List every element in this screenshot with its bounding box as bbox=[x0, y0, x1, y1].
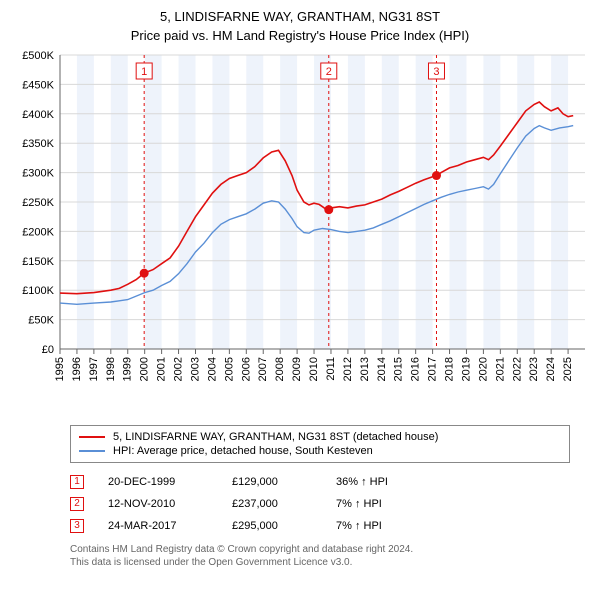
svg-text:£400K: £400K bbox=[22, 108, 54, 120]
chart-container: 5, LINDISFARNE WAY, GRANTHAM, NG31 8ST P… bbox=[0, 0, 600, 590]
legend-label: HPI: Average price, detached house, Sout… bbox=[113, 445, 373, 457]
svg-text:2018: 2018 bbox=[444, 357, 456, 381]
svg-text:2012: 2012 bbox=[342, 357, 354, 381]
svg-text:£100K: £100K bbox=[22, 285, 54, 297]
svg-text:2016: 2016 bbox=[410, 357, 422, 381]
attribution-footer: Contains HM Land Registry data © Crown c… bbox=[70, 543, 570, 569]
event-row: 3 24-MAR-2017 £295,000 7% ↑ HPI bbox=[70, 515, 570, 537]
svg-text:2004: 2004 bbox=[206, 357, 218, 381]
event-date: 20-DEC-1999 bbox=[108, 476, 208, 488]
svg-text:2019: 2019 bbox=[460, 357, 472, 381]
svg-text:2011: 2011 bbox=[325, 357, 337, 381]
legend-box: 5, LINDISFARNE WAY, GRANTHAM, NG31 8ST (… bbox=[70, 425, 570, 463]
svg-text:2022: 2022 bbox=[511, 357, 523, 381]
svg-text:2009: 2009 bbox=[291, 357, 303, 381]
event-marker-icon: 3 bbox=[70, 519, 84, 533]
svg-text:£50K: £50K bbox=[28, 314, 54, 326]
event-delta: 7% ↑ HPI bbox=[336, 498, 382, 510]
svg-text:2014: 2014 bbox=[376, 357, 388, 381]
svg-text:3: 3 bbox=[433, 66, 439, 78]
svg-text:2013: 2013 bbox=[359, 357, 371, 381]
event-date: 12-NOV-2010 bbox=[108, 498, 208, 510]
svg-text:£500K: £500K bbox=[22, 50, 54, 62]
svg-text:2: 2 bbox=[326, 66, 332, 78]
svg-text:2021: 2021 bbox=[494, 357, 506, 381]
legend-swatch-series-0 bbox=[79, 436, 105, 438]
svg-text:£200K: £200K bbox=[22, 226, 54, 238]
event-delta: 36% ↑ HPI bbox=[336, 476, 388, 488]
svg-text:2000: 2000 bbox=[139, 357, 151, 381]
events-list: 1 20-DEC-1999 £129,000 36% ↑ HPI 2 12-NO… bbox=[70, 471, 570, 537]
line-chart-svg: £0 £50K £100K £150K £200K £250K £300K £350K £400… bbox=[10, 49, 590, 419]
svg-text:£0: £0 bbox=[42, 344, 54, 356]
chart-subtitle: Price paid vs. HM Land Registry's House … bbox=[10, 28, 590, 43]
svg-text:£450K: £450K bbox=[22, 79, 54, 91]
event-delta: 7% ↑ HPI bbox=[336, 520, 382, 532]
svg-text:2006: 2006 bbox=[240, 357, 252, 381]
svg-text:2025: 2025 bbox=[562, 357, 574, 381]
svg-text:2008: 2008 bbox=[274, 357, 286, 381]
legend-label: 5, LINDISFARNE WAY, GRANTHAM, NG31 8ST (… bbox=[113, 431, 438, 443]
event-marker-icon: 1 bbox=[70, 475, 84, 489]
event-price: £129,000 bbox=[232, 476, 312, 488]
svg-text:2005: 2005 bbox=[223, 357, 235, 381]
footer-line: Contains HM Land Registry data © Crown c… bbox=[70, 543, 570, 556]
svg-text:1998: 1998 bbox=[105, 357, 117, 381]
chart-title: 5, LINDISFARNE WAY, GRANTHAM, NG31 8ST bbox=[10, 8, 590, 26]
legend-row: HPI: Average price, detached house, Sout… bbox=[79, 444, 561, 458]
svg-text:2001: 2001 bbox=[156, 357, 168, 381]
svg-text:1: 1 bbox=[141, 66, 147, 78]
svg-text:£350K: £350K bbox=[22, 138, 54, 150]
svg-text:2003: 2003 bbox=[189, 357, 201, 381]
svg-text:£250K: £250K bbox=[22, 197, 54, 209]
svg-text:2024: 2024 bbox=[545, 357, 557, 381]
svg-text:1997: 1997 bbox=[88, 357, 100, 381]
event-row: 2 12-NOV-2010 £237,000 7% ↑ HPI bbox=[70, 493, 570, 515]
svg-text:1999: 1999 bbox=[122, 357, 134, 381]
chart-plot-area: £0 £50K £100K £150K £200K £250K £300K £350K £400… bbox=[10, 49, 590, 419]
svg-text:1995: 1995 bbox=[54, 357, 66, 381]
event-row: 1 20-DEC-1999 £129,000 36% ↑ HPI bbox=[70, 471, 570, 493]
svg-text:2002: 2002 bbox=[173, 357, 185, 381]
svg-text:£150K: £150K bbox=[22, 255, 54, 267]
legend-row: 5, LINDISFARNE WAY, GRANTHAM, NG31 8ST (… bbox=[79, 430, 561, 444]
legend-swatch-series-1 bbox=[79, 450, 105, 452]
svg-text:1996: 1996 bbox=[71, 357, 83, 381]
event-date: 24-MAR-2017 bbox=[108, 520, 208, 532]
svg-text:2017: 2017 bbox=[427, 357, 439, 381]
svg-text:2010: 2010 bbox=[308, 357, 320, 381]
event-price: £295,000 bbox=[232, 520, 312, 532]
event-marker-icon: 2 bbox=[70, 497, 84, 511]
event-price: £237,000 bbox=[232, 498, 312, 510]
footer-line: This data is licensed under the Open Gov… bbox=[70, 556, 570, 569]
svg-text:£300K: £300K bbox=[22, 167, 54, 179]
svg-text:2015: 2015 bbox=[393, 357, 405, 381]
svg-text:2020: 2020 bbox=[477, 357, 489, 381]
svg-text:2007: 2007 bbox=[257, 357, 269, 381]
svg-text:2023: 2023 bbox=[528, 357, 540, 381]
